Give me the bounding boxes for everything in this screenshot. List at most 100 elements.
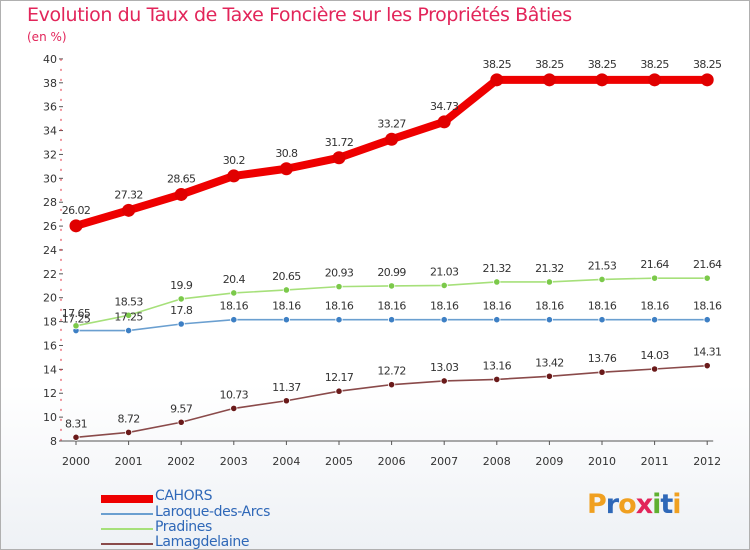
- x-tick-label: 2009: [535, 455, 563, 468]
- data-point: [177, 320, 185, 328]
- legend-label: Laroque-des-Arcs: [155, 504, 270, 520]
- data-point: [72, 433, 80, 441]
- data-point: [650, 316, 659, 324]
- data-label: 21.32: [483, 262, 512, 275]
- data-point: [437, 115, 451, 129]
- data-point: [177, 295, 185, 303]
- y-tick-label: 32: [43, 148, 57, 161]
- data-label: 10.73: [220, 388, 249, 401]
- data-label: 18.16: [220, 300, 249, 313]
- data-point: [125, 311, 133, 319]
- data-label: 38.25: [693, 58, 722, 71]
- data-label: 20.65: [272, 270, 301, 283]
- data-label: 20.99: [377, 266, 406, 279]
- data-point: [545, 316, 554, 324]
- y-tick-label: 16: [43, 339, 57, 352]
- data-label: 38.25: [483, 58, 512, 71]
- data-point: [650, 365, 659, 373]
- legend-label: Lamagdelaine: [155, 534, 250, 550]
- data-point: [648, 73, 662, 87]
- data-point: [177, 418, 185, 426]
- data-point: [440, 281, 448, 290]
- y-tick-label: 20: [43, 292, 57, 305]
- data-point: [650, 274, 659, 282]
- legend-item-laroque: Laroque-des-Arcs: [101, 504, 301, 522]
- data-point: [440, 377, 448, 385]
- data-label: 30.2: [223, 154, 245, 167]
- data-label: 8.31: [65, 417, 87, 430]
- data-label: 38.25: [640, 58, 669, 71]
- legend-label: Pradines: [155, 519, 212, 535]
- logo-letter: o: [618, 489, 637, 520]
- data-label: 18.16: [483, 300, 512, 313]
- data-label: 18.16: [430, 300, 459, 313]
- data-point: [335, 387, 343, 395]
- data-point: [335, 283, 343, 291]
- legend-item-lamagdelaine: Lamagdelaine: [101, 534, 301, 550]
- line-chart: 8 10 12 14 16 18 20 22 24 26 28 30 32 34 36 38 40 2000 200…: [43, 53, 723, 468]
- data-point: [230, 316, 238, 324]
- data-point: [332, 151, 346, 165]
- logo-letter: x: [635, 489, 653, 520]
- data-label: 8.72: [118, 412, 140, 425]
- data-label: 18.16: [272, 300, 301, 313]
- y-tick-label: 36: [43, 101, 57, 114]
- y-tick-label: 30: [43, 172, 57, 185]
- data-label: 26.02: [62, 204, 91, 217]
- x-tick-label: 2005: [325, 455, 353, 468]
- data-point: [282, 286, 290, 294]
- y-tick-label: 28: [43, 196, 57, 209]
- legend-label: CAHORS: [155, 488, 213, 504]
- x-tick-label: 2003: [220, 455, 248, 468]
- logo-letter: r: [605, 489, 619, 520]
- y-tick-label: 8: [50, 435, 57, 448]
- legend-item-pradines: Pradines: [101, 519, 301, 537]
- data-label: 30.8: [275, 147, 298, 160]
- data-labels: 26.02 27.32 28.65 30.2 30.8 31.72 33.27 34.73 38…: [62, 58, 723, 430]
- data-point: [335, 316, 343, 324]
- data-point: [542, 73, 556, 87]
- x-tick-label: 2010: [588, 455, 616, 468]
- data-label: 17.25: [114, 311, 143, 324]
- data-label: 21.53: [588, 259, 617, 272]
- data-point: [545, 372, 554, 380]
- data-point: [703, 316, 711, 324]
- data-label: 17.25: [62, 313, 91, 326]
- data-point: [125, 428, 133, 437]
- data-point: [493, 316, 501, 324]
- data-label: 20.93: [325, 267, 354, 280]
- data-label: 14.31: [693, 346, 722, 359]
- data-label: 21.64: [640, 258, 669, 271]
- x-tick-label: 2006: [378, 455, 406, 468]
- x-tick-label: 2000: [62, 455, 90, 468]
- data-point: [282, 397, 290, 405]
- data-label: 13.16: [483, 359, 512, 372]
- data-point: [703, 362, 711, 370]
- series-points: [69, 73, 714, 441]
- y-tick-label: 10: [43, 411, 57, 424]
- proxiti-logo: Proxiti: [587, 489, 682, 520]
- data-point: [493, 375, 501, 383]
- y-tick-label: 34: [43, 125, 57, 138]
- data-label: 21.03: [430, 265, 459, 278]
- x-tick-label: 2012: [693, 455, 721, 468]
- y-tick-label: 38: [43, 77, 57, 90]
- data-label: 18.16: [640, 300, 669, 313]
- data-point: [282, 316, 290, 324]
- data-label: 18.16: [325, 300, 354, 313]
- data-point: [545, 278, 554, 286]
- data-point: [230, 404, 238, 413]
- data-point: [595, 73, 609, 87]
- y-tick-label: 22: [43, 268, 57, 281]
- series-line-0: [72, 75, 712, 230]
- data-label: 33.27: [377, 117, 406, 130]
- data-label: 21.32: [535, 262, 564, 275]
- axes: 8 10 12 14 16 18 20 22 24 26 28 30 32 34 36 38 40 2000 200…: [43, 53, 721, 468]
- data-label: 17.8: [170, 304, 193, 317]
- data-label: 11.37: [272, 381, 301, 394]
- logo-letter: i: [672, 489, 681, 520]
- y-tick-label: 40: [43, 53, 57, 66]
- data-point: [490, 73, 504, 87]
- data-label: 38.25: [588, 58, 617, 71]
